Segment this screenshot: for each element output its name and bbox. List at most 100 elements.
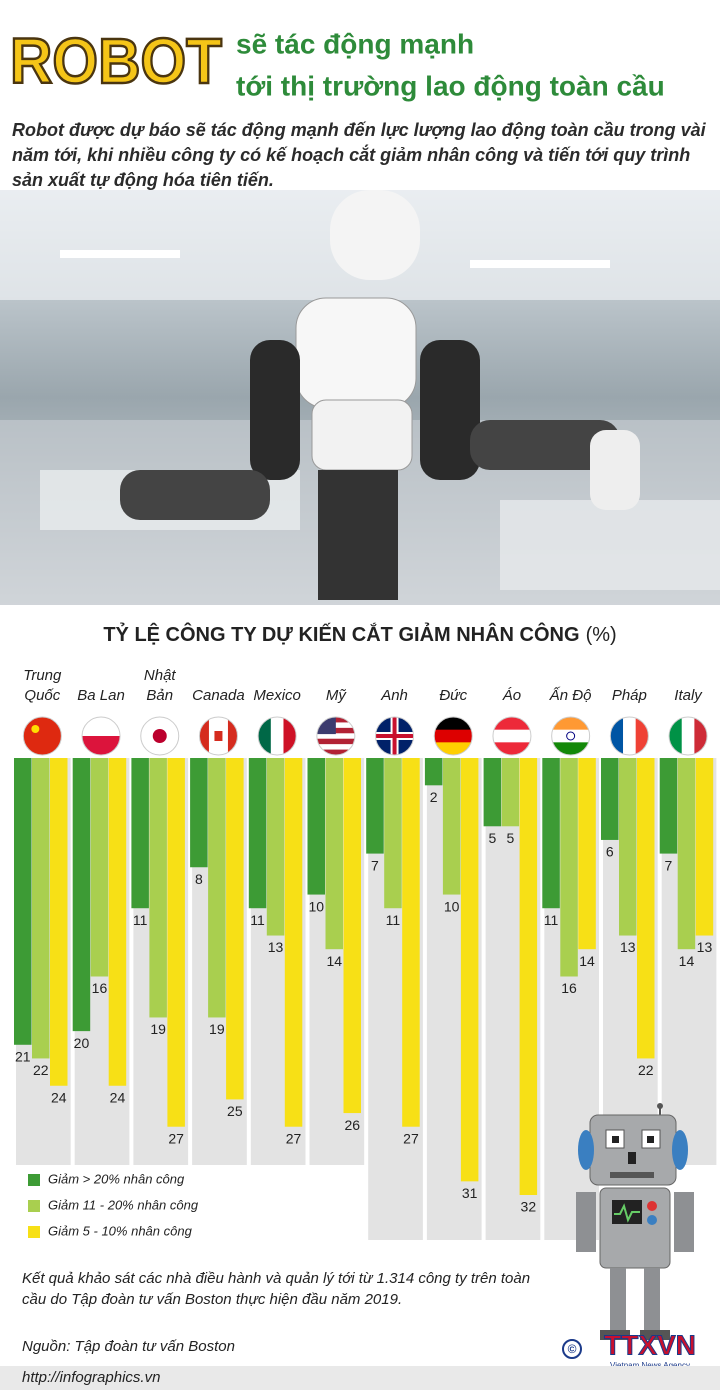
bar: [402, 758, 420, 1127]
flag-stripe: [82, 717, 121, 737]
value-label: 6: [606, 844, 614, 860]
photo: [0, 190, 720, 605]
flag-stripe: [492, 717, 531, 731]
note: Kết quả khảo sát các nhà điều hành và qu…: [22, 1270, 531, 1308]
category-label: Canada: [192, 687, 245, 704]
value-label: 27: [403, 1130, 419, 1146]
value-label: 21: [15, 1048, 31, 1064]
flag-stripe: [218, 717, 229, 755]
flag-star: [31, 725, 40, 733]
value-label: 16: [92, 980, 108, 996]
category-label: Ấn Độ: [549, 687, 592, 704]
bar: [90, 758, 109, 977]
bar: [190, 758, 208, 868]
value-label: 14: [679, 953, 695, 969]
legend-swatch: [28, 1226, 40, 1238]
flag-stripe: [623, 717, 637, 755]
bar: [149, 758, 167, 1018]
bar: [542, 758, 560, 909]
legend-swatch: [28, 1174, 40, 1186]
category-label: Nhật Bản: [143, 667, 176, 704]
value-label: 14: [579, 953, 595, 969]
value-label: 19: [209, 1021, 225, 1037]
bar: [307, 758, 325, 895]
copyright-ring: [562, 1339, 582, 1359]
flag-stripe: [82, 736, 121, 755]
value-label: 5: [506, 830, 514, 846]
flag-cross: [392, 717, 397, 755]
flag-stripe: [208, 717, 219, 755]
bar: [14, 758, 32, 1045]
value-label: 25: [227, 1103, 243, 1119]
flag-stripe: [492, 742, 531, 755]
value-label: 13: [697, 939, 713, 955]
value-label: 24: [110, 1089, 126, 1105]
category-label: Pháp: [611, 687, 647, 704]
flag-stripe: [669, 717, 683, 755]
title-line: sẽ tác động mạnh: [236, 28, 474, 59]
flag-stripe: [694, 717, 708, 755]
category-label: Ba Lan: [77, 687, 125, 704]
value-label: 11: [386, 912, 401, 928]
flag-stripe: [283, 717, 297, 755]
flag: [23, 717, 62, 755]
flag-stripe: [434, 742, 473, 755]
category-label: Đức: [439, 687, 468, 704]
value-label: 27: [168, 1130, 184, 1146]
legend-swatch: [28, 1200, 40, 1212]
source: Nguồn: Tập đoàn tư vấn Boston: [22, 1338, 235, 1355]
flag-stripe: [681, 717, 695, 755]
bar: [501, 758, 520, 827]
robot-illustration: [576, 1103, 694, 1340]
legend-label: Giảm 11 - 20% nhân công: [48, 1197, 199, 1212]
flag-disc: [152, 729, 167, 743]
value-label: 26: [344, 1117, 360, 1133]
flag-stripe: [434, 717, 473, 731]
category-label: Mexico: [253, 687, 301, 704]
bar: [248, 758, 267, 909]
bar: [284, 758, 303, 1127]
flag-border: [551, 716, 591, 756]
bar: [208, 758, 226, 1018]
bar: [659, 758, 678, 854]
flag-border: [257, 716, 297, 756]
category-label: Italy: [674, 687, 702, 704]
bar: [226, 758, 244, 1100]
value-label: 5: [488, 830, 496, 846]
flag-border: [22, 716, 62, 756]
flag-border: [198, 716, 238, 756]
flag-stripe: [434, 729, 473, 743]
copyright: ©: [568, 1342, 577, 1356]
bar: [50, 758, 68, 1086]
flag: [375, 717, 414, 755]
flag-stripe: [635, 717, 649, 755]
flag-border: [316, 716, 356, 756]
flag-stripe: [316, 744, 355, 751]
flag-border: [609, 716, 649, 756]
chart-title: TỶ LỆ CÔNG TY DỰ KIẾN CẮT GIẢM NHÂN CÔNG: [103, 622, 579, 646]
brand: ROBOT: [10, 25, 222, 97]
bar: [72, 758, 91, 1032]
value-label: 24: [51, 1089, 67, 1105]
value-label: 27: [286, 1130, 302, 1146]
value-label: 7: [665, 857, 673, 873]
flag-stripe: [492, 729, 531, 743]
url: http://infographics.vn: [22, 1369, 161, 1386]
value-label: 19: [150, 1021, 166, 1037]
bar: [32, 758, 50, 1059]
flag-stripe: [551, 717, 590, 731]
legend-label: Giảm > 20% nhân công: [48, 1171, 185, 1186]
flag-stripe: [227, 717, 238, 755]
value-label: 11: [133, 912, 148, 928]
flag-stripe: [316, 738, 355, 745]
category-label: Anh: [381, 687, 408, 704]
bar: [619, 758, 637, 936]
value-label: 10: [444, 898, 460, 914]
value-label: 10: [308, 898, 324, 914]
flag-stripe: [610, 717, 624, 755]
bar: [131, 758, 149, 909]
value-label: 8: [195, 871, 203, 887]
bar: [325, 758, 343, 950]
category-label: Trung Quốc: [23, 667, 62, 704]
